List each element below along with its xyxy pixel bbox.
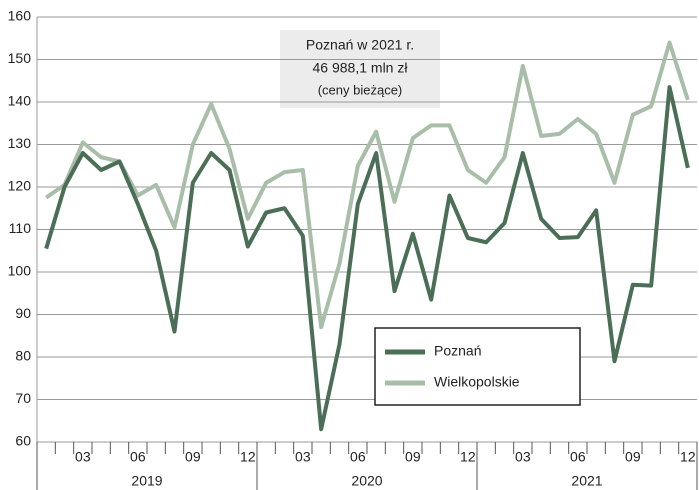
annotation-line: (ceny bieżące) [318,82,403,97]
y-tick-label: 160 [8,8,32,24]
y-tick-label: 60 [15,433,31,449]
x-tick-label: 03 [515,449,531,465]
y-tick-label: 130 [8,135,32,151]
legend-box [374,327,581,406]
x-tick-label: 03 [295,449,311,465]
y-tick-label: 140 [8,93,32,109]
y-tick-label: 80 [15,348,31,364]
y-tick-label: 120 [8,178,32,194]
x-tick-label: 12 [460,449,476,465]
x-tick-label: 09 [185,449,201,465]
y-tick-label: 150 [8,50,32,66]
y-tick-label: 100 [8,263,32,279]
year-label: 2019 [131,473,162,489]
legend-label: Wielkopolskie [434,374,520,390]
x-tick-label: 03 [75,449,91,465]
y-tick-label: 90 [15,305,31,321]
x-tick-label: 09 [405,449,421,465]
annotation-line: 46 988,1 mln zł [313,60,409,76]
year-label: 2021 [571,473,602,489]
line-series [44,85,690,432]
annotation-line: Poznań w 2021 r. [306,37,414,53]
x-tick-label: 09 [625,449,641,465]
year-label: 2020 [351,473,382,489]
x-tick-label: 12 [240,449,256,465]
y-tick-label: 110 [9,220,32,236]
annotation-box [280,30,440,108]
x-tick-label: 06 [570,449,586,465]
line-series [45,40,690,330]
x-tick-label: 06 [350,449,366,465]
legend-label: Poznań [434,343,481,359]
y-tick-label: 70 [15,390,31,406]
x-tick-label: 06 [130,449,146,465]
x-tick-label: 12 [680,449,696,465]
